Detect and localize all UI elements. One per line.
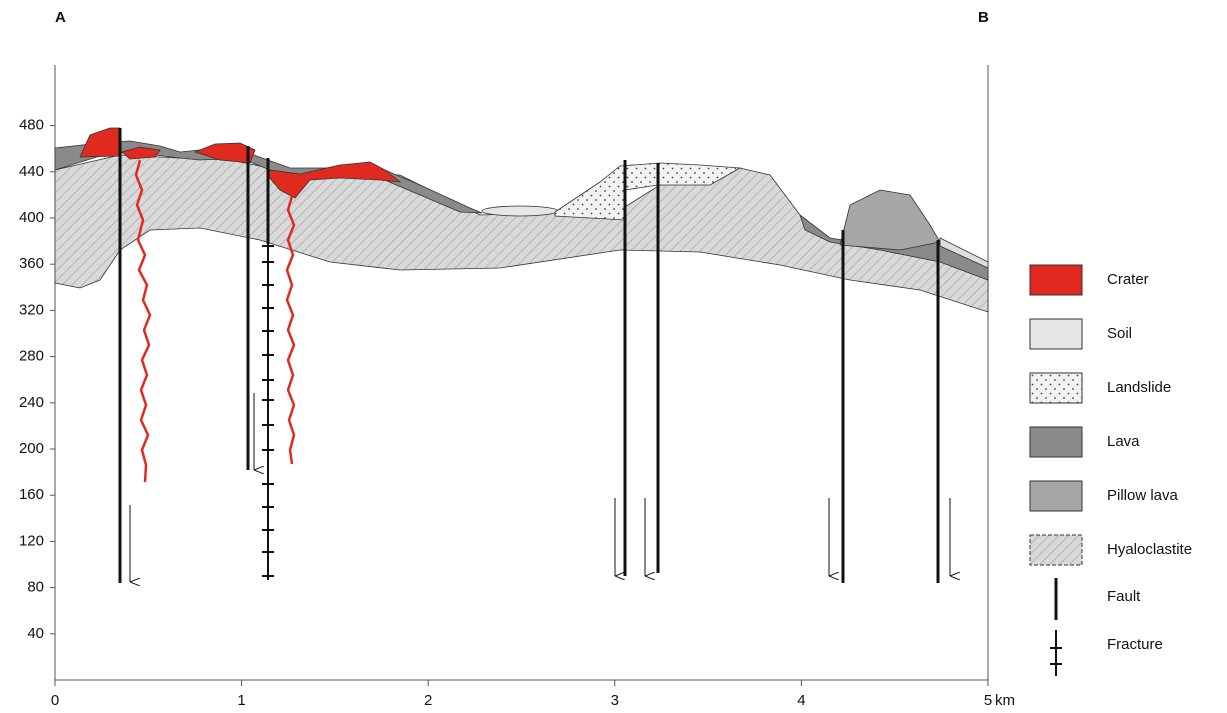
y-tick-label: 160 <box>19 486 44 503</box>
geology <box>54 127 989 583</box>
legend-label: Landslide <box>1107 379 1171 396</box>
x-tick-label: 0 <box>51 692 59 709</box>
slip-arrows <box>129 393 950 582</box>
x-unit: km <box>995 692 1015 709</box>
y-tick-label: 400 <box>19 209 44 226</box>
faults <box>118 128 940 583</box>
legend-label: Fault <box>1107 588 1141 605</box>
start-label: A <box>55 9 66 26</box>
soil <box>481 205 559 217</box>
x-tick-label: 2 <box>424 692 432 709</box>
legend-label: Soil <box>1107 325 1132 342</box>
y-tick-label: 120 <box>19 532 44 549</box>
fracture <box>262 244 274 580</box>
legend-swatch <box>1029 372 1083 404</box>
x-tick-label: 3 <box>611 692 619 709</box>
x-tick-label: 1 <box>237 692 245 709</box>
legend-label: Hyaloclastite <box>1107 541 1192 558</box>
legend-swatch <box>1050 630 1062 676</box>
legend-label: Crater <box>1107 271 1149 288</box>
x-tick-label: 5 <box>984 692 992 709</box>
legend-label: Lava <box>1107 433 1140 450</box>
dikes <box>134 159 296 483</box>
y-tick-label: 200 <box>19 440 44 457</box>
soil <box>939 237 989 269</box>
y-tick-label: 40 <box>27 625 44 642</box>
craters <box>79 127 402 199</box>
legend-swatch <box>1029 318 1083 350</box>
x-tick-label: 4 <box>797 692 805 709</box>
y-tick-label: 80 <box>27 579 44 596</box>
y-tick-label: 440 <box>19 163 44 180</box>
y-tick-label: 480 <box>19 117 44 134</box>
legend <box>1029 264 1083 676</box>
legend-swatch <box>1029 534 1083 566</box>
y-tick-label: 280 <box>19 348 44 365</box>
y-tick-label: 320 <box>19 301 44 318</box>
legend-swatch <box>1029 264 1083 296</box>
pillow-lava <box>839 189 941 251</box>
y-tick-label: 240 <box>19 394 44 411</box>
legend-label: Pillow lava <box>1107 487 1179 504</box>
end-label: B <box>978 9 989 26</box>
legend-label: Fracture <box>1107 636 1163 653</box>
y-tick-label: 360 <box>19 255 44 272</box>
landslide <box>554 162 742 221</box>
legend-swatch <box>1029 426 1083 458</box>
legend-swatch <box>1029 480 1083 512</box>
